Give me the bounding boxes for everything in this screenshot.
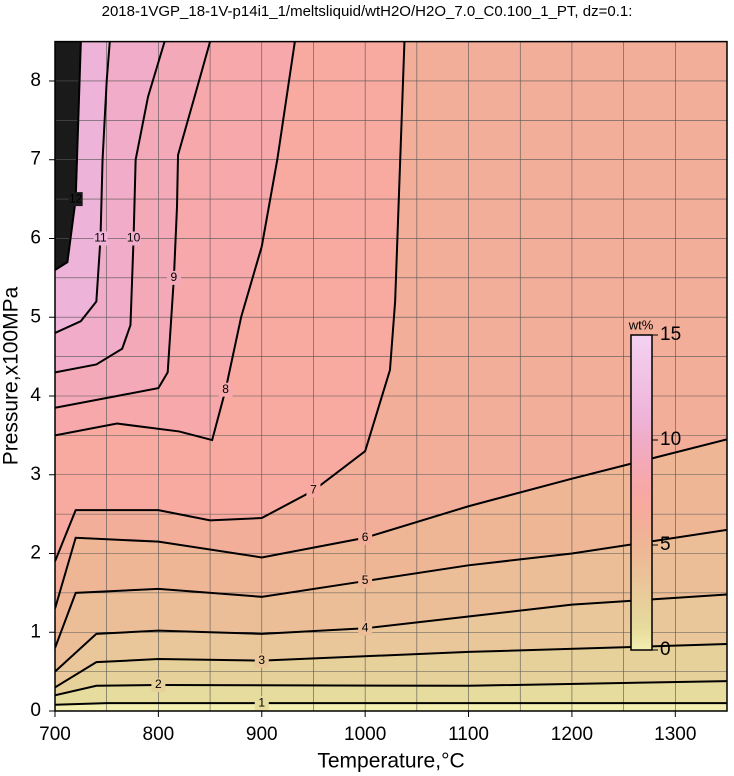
- contour-label: 12: [69, 191, 83, 205]
- y-tick-label: 1: [30, 621, 41, 642]
- contour-label: 6: [362, 530, 369, 544]
- contour-label-box: [358, 574, 373, 589]
- contour-label-box: [358, 621, 373, 636]
- contour-label: 7: [310, 483, 317, 497]
- contour-label-box: [306, 483, 321, 498]
- overlay: 700 800 900 1000 1100 1200 1300012345678wt%051…: [30, 40, 728, 745]
- contour-label-box: [166, 270, 181, 285]
- contour-label: 1: [258, 695, 265, 709]
- plot-frame: [54, 40, 728, 712]
- x-tick-label: 700: [39, 724, 71, 745]
- x-axis-label: Temperature,°C: [317, 750, 464, 773]
- contour-line: [55, 438, 727, 609]
- contour-label-box: [254, 696, 269, 711]
- y-tick-label: 0: [30, 700, 41, 721]
- y-tick-label: 7: [30, 149, 41, 170]
- x-tick-label: 1100: [448, 724, 489, 745]
- x-tick-label: 800: [143, 724, 175, 745]
- y-tick-label: 4: [30, 385, 41, 406]
- y-tick-label: 3: [30, 464, 41, 485]
- contour-line: [55, 643, 727, 689]
- contour-label-box: [358, 530, 373, 545]
- contour-label: 3: [258, 653, 265, 667]
- contour-label: 2: [155, 677, 162, 691]
- contour-label: 9: [171, 270, 178, 284]
- contour-line: [55, 41, 82, 271]
- colorbar-tick-label: 5: [660, 534, 671, 555]
- y-tick-label: 6: [30, 227, 41, 248]
- contour-label: 11: [94, 231, 107, 245]
- contour-label-box: [93, 231, 108, 246]
- contour-line: [55, 528, 727, 649]
- x-tick-label: 1000: [344, 724, 386, 745]
- contour-label-box: [68, 192, 83, 207]
- x-tick-label: 1200: [551, 724, 593, 745]
- x-tick-label: 1300: [654, 724, 696, 745]
- contour-line: [55, 41, 166, 374]
- y-tick-label: 8: [30, 70, 41, 91]
- contour-label-box: [254, 653, 269, 668]
- colorbar-tick-label: 0: [660, 639, 671, 660]
- y-tick-label: 5: [30, 306, 41, 327]
- colorbar-tick-label: 10: [660, 429, 681, 450]
- contour-label: 8: [222, 382, 229, 396]
- colorbar-label: wt%: [628, 317, 654, 332]
- contour-line: [55, 41, 406, 562]
- contour-label-box: [218, 382, 233, 397]
- contour-line: [55, 702, 727, 706]
- contour-label-box: [151, 678, 166, 693]
- contour-label: 10: [127, 231, 141, 245]
- contour-line: [55, 593, 727, 673]
- y-tick-label: 2: [30, 543, 41, 564]
- chart-title: 2018-1VGP_18-1V-p14i1_1/meltsliquid/wtH2…: [102, 3, 633, 20]
- contour-label-box: [126, 231, 141, 246]
- contour-fill: [55, 41, 81, 270]
- x-tick-label: 900: [246, 724, 278, 745]
- contour-label: 5: [362, 573, 369, 587]
- colorbar: [630, 334, 653, 651]
- y-axis-label: Pressure,x100MPa: [0, 286, 23, 465]
- contour-label: 4: [362, 620, 369, 634]
- colorbar-tick-label: 15: [660, 324, 681, 345]
